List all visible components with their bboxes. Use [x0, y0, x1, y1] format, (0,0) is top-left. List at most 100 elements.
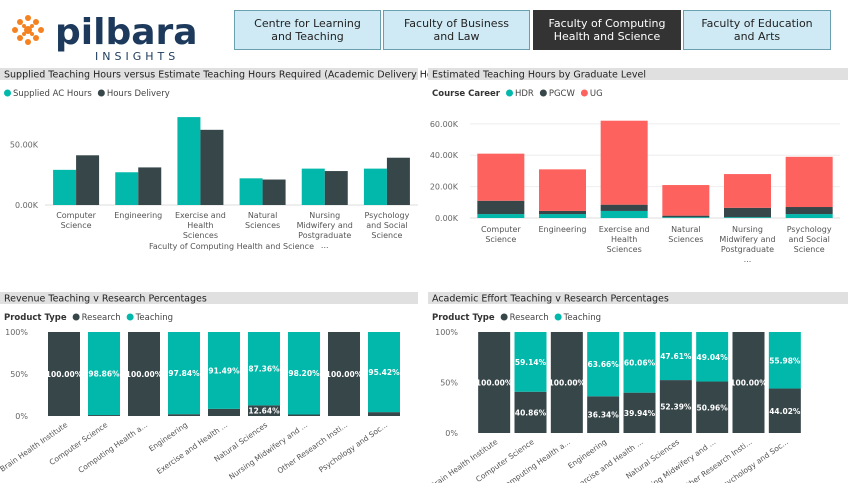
title-bar [428, 292, 848, 304]
bar [662, 215, 710, 218]
title-bar [0, 292, 418, 304]
data-label: 40.86% [515, 408, 547, 417]
bar [600, 204, 648, 211]
bar [600, 210, 648, 218]
y-tick-label: 0% [15, 412, 28, 421]
bar [248, 332, 280, 406]
legend-label: PGCW [549, 89, 576, 99]
legend-marker [72, 313, 80, 321]
bar [696, 332, 729, 382]
y-tick-label: 0.00K [435, 214, 459, 223]
x-tick-label: Computing Health a... [77, 420, 150, 475]
bar [478, 332, 511, 433]
x-tick-label: Psychology and Soc... [317, 420, 389, 474]
y-tick-label: 50% [10, 370, 28, 379]
data-label: 98.86% [88, 370, 120, 379]
legend-marker [554, 313, 562, 321]
bar [368, 332, 400, 413]
bar [724, 174, 771, 208]
bar [88, 415, 120, 416]
bar [177, 117, 201, 205]
x-tick-label: Brain Health Institute [0, 420, 69, 474]
bar [539, 169, 586, 211]
bar [539, 214, 586, 218]
bar [623, 392, 656, 433]
data-label: 91.49% [208, 366, 240, 375]
data-label: 44.02% [769, 407, 801, 416]
logo-name: pilbara [55, 12, 198, 53]
bar [659, 380, 692, 433]
data-label: 55.98% [769, 356, 801, 365]
data-label: 60.06% [624, 358, 656, 367]
data-label: 12.64% [248, 407, 280, 416]
title-bar [428, 68, 848, 80]
x-tick-label: Psychology and Social Science [364, 211, 410, 240]
legend-marker [500, 313, 508, 321]
bar [168, 414, 200, 416]
bar [363, 168, 387, 205]
legend-label: UG [590, 89, 603, 99]
bar [208, 332, 240, 409]
bar [768, 388, 801, 433]
bar [587, 332, 620, 397]
bar [659, 332, 692, 381]
data-label: 100.00% [46, 370, 83, 379]
legend-title: Product Type [432, 313, 495, 323]
y-tick-label: 100% [435, 328, 458, 337]
bar [768, 332, 801, 389]
legend-marker [506, 89, 513, 97]
tab-button[interactable]: Centre for Learning and Teaching [234, 10, 381, 50]
bar [88, 332, 120, 416]
x-tick-label: Psychology and Social Science [786, 225, 832, 254]
tab-button[interactable]: Faculty of Computing Health and Science [533, 10, 681, 50]
tab-button[interactable]: Faculty of Education and Arts [683, 10, 831, 50]
x-axis-title: Faculty of Computing Health and Science [149, 242, 314, 251]
bar [48, 332, 80, 416]
bar [539, 210, 586, 215]
x-tick-label: Natural Sciences [244, 211, 281, 230]
logo-tagline: INSIGHTS [95, 50, 179, 63]
legend-title: Product Type [4, 313, 67, 323]
bar [477, 200, 525, 215]
legend-label: Research [82, 313, 121, 323]
y-tick-label: 50% [440, 379, 458, 388]
bar [477, 214, 525, 218]
x-tick-label: Computer Science [480, 225, 521, 244]
data-label: 87.36% [248, 365, 280, 374]
bar [53, 169, 77, 205]
x-tick-label: Exercise and Health ... [155, 420, 229, 476]
x-tick-label: Computer Science [56, 211, 96, 230]
tab-button[interactable]: Faculty of Business and Law [383, 10, 530, 50]
bar [785, 214, 833, 218]
y-tick-label: 100% [5, 328, 28, 337]
bar [600, 120, 648, 205]
data-label: 52.39% [660, 403, 692, 412]
bar [724, 207, 771, 218]
y-tick-label: 50.00K [10, 140, 39, 149]
x-tick-label: Nursing Midwifery and ... [227, 420, 309, 481]
title-bar [0, 68, 418, 80]
bar [368, 412, 400, 416]
bar [138, 167, 162, 205]
bar [248, 405, 280, 416]
data-label: 59.14% [515, 358, 547, 367]
data-label: 49.04% [697, 353, 729, 362]
x-tick-label: Other Research Insti... [276, 420, 350, 475]
bar [168, 332, 200, 415]
data-label: 95.42% [368, 368, 400, 377]
x-tick-label: Exercise and Health Sciences [174, 211, 226, 240]
y-tick-label: 20.00K [430, 183, 459, 192]
data-label: 63.66% [588, 360, 620, 369]
legend-marker [126, 313, 134, 321]
data-label: 50.96% [697, 403, 729, 412]
bar [288, 332, 320, 415]
y-tick-label: 0.00K [15, 201, 39, 210]
bar [785, 207, 833, 215]
logo-icon [12, 15, 44, 45]
legend-label: Research [510, 313, 549, 323]
bar [328, 332, 360, 416]
data-label: 39.94% [624, 409, 656, 418]
bar [200, 129, 224, 205]
